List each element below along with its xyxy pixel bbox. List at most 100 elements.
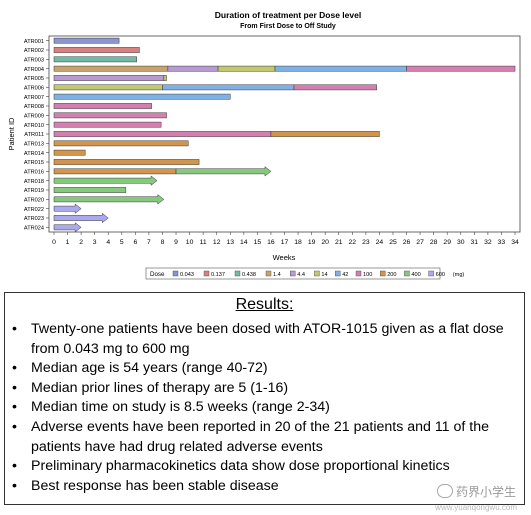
legend-swatch (234, 270, 241, 277)
legend-swatch (335, 270, 341, 277)
result-item: Median prior lines of therapy are 5 (1-1… (12, 379, 516, 399)
patient-id-label: ATR011 (24, 132, 44, 138)
patient-id-label: ATR004 (24, 67, 44, 73)
wechat-icon (436, 484, 453, 498)
bar-segment (53, 168, 177, 175)
results-box: Results: Twenty-one patients have been d… (4, 292, 525, 505)
x-tick-label: 14 (240, 239, 248, 246)
bar-segment (53, 121, 162, 128)
x-tick-label: 13 (226, 239, 234, 246)
legend-swatch (290, 270, 296, 277)
bar-segment (53, 112, 167, 119)
y-axis-label: Patient ID (7, 117, 16, 151)
bar-segment-arrow (53, 203, 82, 214)
patient-id-label: ATR020 (24, 198, 44, 204)
bar-segment (53, 47, 140, 53)
legend-entry-label: 1.4 (273, 272, 281, 278)
legend-swatch (428, 270, 434, 277)
bar-segment (162, 84, 295, 91)
bar-segment (53, 187, 127, 193)
bar-segment (53, 131, 272, 137)
patient-id-label: ATR005 (24, 76, 44, 82)
bar-segment (217, 65, 276, 72)
x-tick-label: 1 (66, 239, 70, 246)
x-tick-label: 20 (321, 239, 329, 246)
bar-segment (53, 65, 169, 72)
patient-id-label: ATR024 (24, 226, 44, 232)
chart-title: Duration of treatment per Dose level (215, 10, 361, 20)
x-tick-label: 0 (52, 239, 56, 246)
legend-swatch (404, 270, 410, 277)
x-tick-label: 16 (267, 239, 275, 246)
result-item: Preliminary pharmacokinetics data show d… (12, 457, 516, 477)
bar-segment (53, 140, 189, 147)
bar-segment (53, 159, 200, 165)
patient-id-label: ATR019 (24, 188, 44, 194)
x-tick-label: 23 (362, 239, 370, 246)
legend-swatch (265, 270, 272, 277)
x-tick-label: 17 (281, 239, 289, 246)
legend-swatch (172, 270, 179, 277)
patient-id-label: ATR008 (24, 104, 44, 110)
legend-entry-label: 600 (436, 272, 445, 278)
result-item: Best response has been stable disease (12, 477, 516, 497)
result-item: Twenty-one patients have been dosed with… (12, 320, 516, 359)
watermark-url: www.yuanqongwu.com (435, 503, 517, 512)
result-item: Median time on study is 8.5 weeks (range… (12, 398, 516, 418)
x-tick-label: 2 (79, 239, 83, 246)
x-tick-label: 3 (93, 239, 97, 246)
x-tick-label: 19 (308, 239, 316, 246)
x-tick-label: 29 (443, 239, 451, 246)
patient-id-label: ATR016 (24, 170, 44, 176)
x-tick-label: 33 (498, 239, 506, 246)
patient-id-label: ATR002 (24, 48, 44, 54)
legend-entry-label: 4.4 (297, 272, 305, 278)
chart-panel: Duration of treatment per Dose level Fro… (7, 10, 521, 280)
legend-entry-label: 14 (321, 272, 327, 278)
legend-swatch (355, 270, 362, 277)
bar-segment-arrow (53, 222, 82, 233)
bar-segment (53, 75, 165, 81)
legend-entry-label: 0.137 (211, 272, 225, 278)
bar-segment-arrow (53, 212, 109, 224)
bar-segment (163, 75, 167, 81)
patient-id-label: ATR015 (24, 160, 44, 166)
legend-swatch (203, 270, 210, 277)
x-tick-label: 9 (174, 239, 178, 246)
chart-subtitle: From First Dose to Off Study (240, 23, 336, 30)
bar-segment (53, 149, 86, 156)
watermark: 药界小学生 (436, 483, 516, 500)
x-tick-label: 25 (389, 239, 397, 246)
legend-entry-label: 42 (342, 272, 348, 278)
bar-segment (167, 65, 219, 72)
x-tick-label: 18 (294, 239, 302, 246)
legend-swatch (380, 270, 386, 277)
legend-entry-label: 0.043 (180, 272, 194, 278)
bar-segment (274, 65, 407, 72)
legend-unit: (mg) (453, 272, 465, 278)
patient-id-label: ATR009 (24, 114, 44, 120)
bar-segment (53, 93, 231, 100)
bar-segment (53, 103, 152, 109)
bar-segment (53, 56, 137, 63)
x-tick-label: 22 (349, 239, 357, 246)
x-tick-label: 7 (147, 239, 151, 246)
x-axis-label: Weeks (273, 253, 296, 262)
bar-segment (53, 84, 163, 91)
x-tick-label: 28 (430, 239, 438, 246)
patient-id-label: ATR023 (24, 216, 44, 222)
x-tick-label: 27 (416, 239, 424, 246)
x-tick-label: 31 (471, 239, 479, 246)
results-list: Twenty-one patients have been dosed with… (12, 320, 516, 496)
patient-id-label: ATR003 (24, 58, 44, 64)
x-tick-label: 15 (254, 239, 262, 246)
x-tick-label: 10 (186, 239, 194, 246)
result-item: Median age is 54 years (range 40-72) (12, 359, 516, 379)
bar-segment-arrow (53, 175, 158, 186)
legend-title: Dose (150, 271, 165, 278)
result-item: Adverse events have been reported in 20 … (12, 418, 516, 457)
legend-entry-label: 200 (387, 272, 396, 278)
x-tick-label: 5 (120, 239, 124, 246)
legend-entry-label: 0.438 (242, 272, 256, 278)
x-tick-label: 30 (457, 239, 465, 246)
